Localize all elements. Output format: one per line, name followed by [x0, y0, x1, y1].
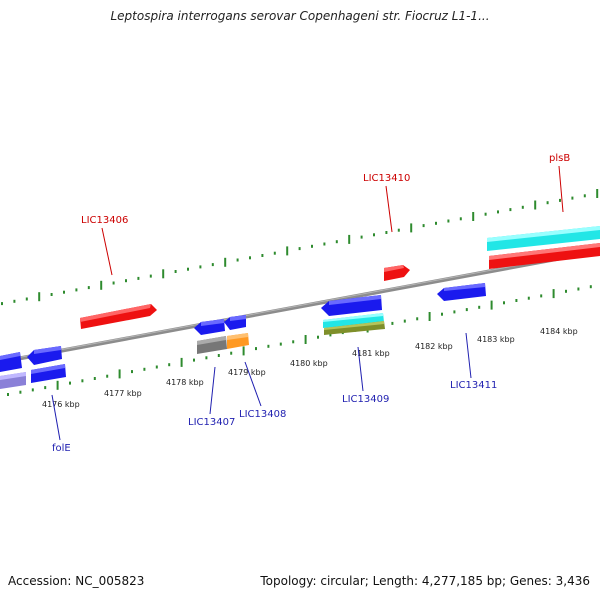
tick-label-4181: 4181 kbp	[352, 349, 390, 358]
gene-label-LIC13406[interactable]: LIC13406	[81, 215, 128, 226]
gene-label-LIC13407[interactable]: LIC13407	[188, 417, 235, 428]
gene-LIC13409-olive[interactable]	[324, 321, 385, 335]
leader-folE	[51, 394, 61, 441]
gene-left-blue-lower[interactable]	[31, 364, 66, 383]
leader-LIC13408	[244, 361, 262, 407]
tick-label-4176: 4176 kbp	[42, 400, 80, 409]
genome-backbone	[0, 249, 600, 364]
leader-LIC13406	[101, 227, 113, 276]
gene-LIC13408-lower[interactable]	[227, 333, 249, 349]
leader-LIC13409	[357, 346, 364, 392]
genome-backbone-highlight	[0, 249, 600, 362]
tick-label-4182: 4182 kbp	[415, 342, 453, 351]
tick-label-4179: 4179 kbp	[228, 368, 266, 377]
leader-plsB	[558, 165, 564, 213]
leader-LIC13411	[465, 332, 472, 379]
gene-LIC13411[interactable]	[437, 283, 486, 301]
gene-label-plsB[interactable]: plsB	[549, 153, 570, 164]
label-leaders	[51, 165, 564, 441]
gene-LIC13407-lower[interactable]	[197, 336, 227, 354]
gene-cyan-forward[interactable]	[487, 226, 600, 251]
genome-summary-text: Topology: circular; Length: 4,277,185 bp…	[260, 574, 590, 588]
gene-LIC13408[interactable]	[224, 315, 246, 330]
gene-LIC13406[interactable]	[80, 304, 157, 329]
gene-LIC13409[interactable]	[321, 295, 382, 316]
leader-LIC13407	[209, 366, 216, 415]
leader-LIC13410	[385, 185, 393, 233]
gene-label-LIC13409[interactable]: LIC13409	[342, 394, 389, 405]
gene-LIC13409-cyan[interactable]	[323, 313, 384, 328]
tick-label-4178: 4178 kbp	[166, 378, 204, 387]
gene-label-LIC13408[interactable]: LIC13408	[239, 409, 286, 420]
scale-labels: 4176 kbp 4177 kbp 4178 kbp 4179 kbp 4180…	[42, 327, 578, 409]
tick-label-4184: 4184 kbp	[540, 327, 578, 336]
gene-lavender[interactable]	[0, 372, 26, 389]
gene-left-blue-arrow[interactable]	[27, 346, 62, 365]
gene-label-LIC13410[interactable]: LIC13410	[363, 173, 410, 184]
gene-LIC13407[interactable]	[194, 319, 225, 335]
gene-plsB[interactable]	[489, 243, 600, 269]
accession-text: Accession: NC_005823	[8, 574, 145, 588]
gene-label-folE[interactable]: folE	[52, 443, 71, 454]
tick-label-4183: 4183 kbp	[477, 335, 515, 344]
gene-LIC13410[interactable]	[384, 265, 410, 281]
tick-label-4177: 4177 kbp	[104, 389, 142, 398]
genome-title: Leptospira interrogans serovar Copenhage…	[110, 9, 490, 23]
gene-label-LIC13411[interactable]: LIC13411	[450, 380, 497, 391]
gene-folE[interactable]	[0, 352, 22, 372]
gene-labels: LIC13406 LIC13410 plsB folE LIC13407 LIC…	[52, 153, 570, 454]
tick-label-4180: 4180 kbp	[290, 359, 328, 368]
forward-tick-track	[1, 189, 599, 306]
